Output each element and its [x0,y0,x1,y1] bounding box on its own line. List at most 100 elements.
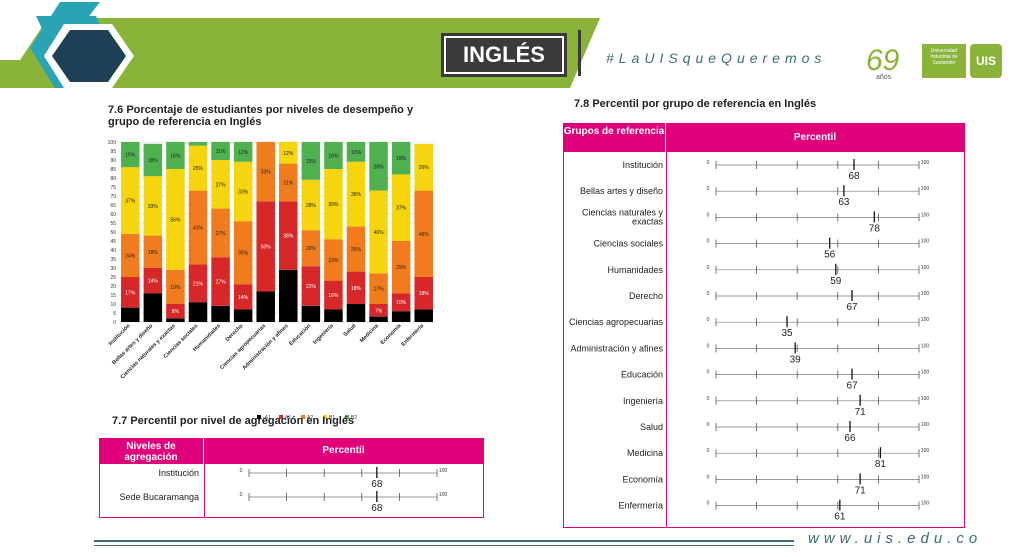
y-tick-label: 0 [113,320,116,326]
data-label: 12% [238,150,249,156]
legend-label: A2 [307,415,313,421]
agg-percentile-graphic: Institución 0 100 68 Sede Bucaramanga 0 100 68 [119,467,448,514]
row-label: Ciencias agropecuarias [569,317,664,327]
data-label: 27% [216,231,227,237]
bar-segment [256,201,275,292]
bar-segment [414,277,433,310]
data-label: 39% [328,202,339,208]
scale-min-label: 0 [707,474,710,480]
group-table-body [563,152,965,528]
row-label: Humanidades [607,265,663,275]
data-label: 16% [328,293,339,299]
bar-segment [166,142,185,169]
bar-segment [279,163,298,202]
x-tick-label: Salud [343,323,358,338]
data-label: 18% [148,158,159,164]
right-panel: 7.8 Percentil por grupo de referencia en… [555,92,971,532]
percentile-value: 39 [790,354,802,365]
bar-segment [391,142,411,175]
bar-segment [211,257,230,306]
scale-max-label: 100 [921,370,930,376]
y-tick-label: 80 [110,176,116,182]
scale-max-label: 100 [921,317,930,323]
scale-max-label: 100 [921,343,930,349]
footer-url: www.uis.edu.co [808,530,983,547]
group-header-col1: Grupos de referencia [563,126,665,137]
row-label: Educación [621,370,663,380]
scale-max-label: 100 [921,396,930,402]
data-label: 26% [419,165,430,171]
data-label: 12% [283,151,294,157]
data-label: 36% [351,192,362,198]
group-header-sep [665,123,666,152]
data-label: 14% [238,295,249,301]
data-label: 20% [306,246,317,252]
hashtag: #LaUISqueQueremos [606,50,827,66]
x-tick-label: Economía [380,323,403,346]
legend-swatch [279,415,283,419]
scale-min-label: 0 [707,422,710,428]
scale-max-label: 100 [921,501,930,507]
agg-header-col1: Niveles de agregación [124,441,178,463]
scale-max-label: 100 [921,265,930,271]
y-tick-label: 95 [110,149,116,155]
bar-segment [369,142,388,191]
scale-max-label: 100 [439,492,448,498]
bar-segment [166,169,185,270]
data-label: 56% [170,217,181,223]
row-label: Economía [622,474,663,484]
bar-segment [324,280,343,310]
y-tick-label: 85 [110,167,116,173]
y-tick-label: 30 [110,266,116,272]
x-tick-label: Ciencias agropecuarias [219,323,267,371]
anniversary-logo: 69 años [866,44,899,81]
bar-segment [369,304,388,317]
agg-header-col2: Percentil [322,445,365,456]
bar-segment [279,201,298,270]
scale-min-label: 0 [707,212,710,218]
data-label: 33% [148,204,159,210]
y-tick-label: 35 [110,257,116,263]
scale-max-label: 100 [921,239,930,245]
bar-segment [121,307,140,322]
data-label: 41% [193,226,204,232]
bar-segment [166,318,185,322]
scale-min-label: 0 [707,186,710,192]
left-panel: 7.6 Porcentaje de estudiantes por nivele… [95,94,545,534]
bar-segment [369,316,388,322]
scale-max-label: 100 [921,160,930,166]
data-label: 35% [238,251,249,257]
row-label: Administración y afines [570,343,663,353]
y-tick-label: 40 [110,248,116,254]
bar-segment [188,142,208,146]
stacked-bar-chart: 0 5 10 15 20 25 30 35 40 45 50 55 60 65 70 75 80 85 90 95 10… [108,140,435,421]
percentile-value: 81 [875,459,887,470]
bar-segment [121,142,140,168]
scale-min-label: 0 [707,448,710,454]
legend-label: A1 [285,415,291,421]
y-tick-label: 75 [110,185,116,191]
data-label: 27% [216,280,227,286]
x-tick-label: Educación [288,323,312,347]
bar-segment [324,142,343,169]
bar-segment [279,142,298,164]
uis-seal: UIS [970,44,1002,78]
x-tick-label: Ingeniería [312,323,335,346]
bar-segment [188,302,208,322]
bar-segment [211,305,230,322]
scale-min-label: 0 [240,492,243,498]
data-label: 23% [306,159,317,165]
data-label: 37% [396,206,407,212]
bar-segment [166,269,185,304]
percentile-value: 68 [371,503,383,514]
percentile-value: 56 [824,250,836,261]
data-label: 18% [419,291,430,297]
group-table-divider [666,152,667,527]
row-label: Bellas artes y diseño [580,186,663,196]
scale-max-label: 100 [921,474,930,480]
y-tick-label: 100 [108,140,117,146]
data-label: 7% [375,308,383,314]
bar-segment [121,233,140,277]
section-7-8-title: 7.8 Percentil por grupo de referencia en… [574,98,817,110]
data-label: 28% [306,203,317,209]
